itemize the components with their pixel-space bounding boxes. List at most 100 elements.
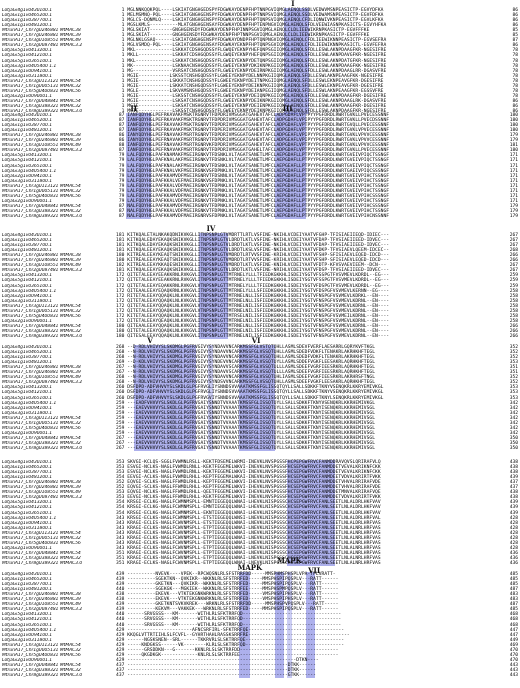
sequence-end-position: 266 (509, 253, 518, 259)
sequence-id: MtrunA17_Chr2g0087481 MtMAC3.2 (2, 495, 83, 501)
sequence-residues: 181 KITKQALEEAYEKAQKSNIKVKGLLITNPSNPLGTV… (116, 248, 390, 254)
sequence-end-position: 487 (509, 587, 518, 593)
sequence-id: LotjaGi3g1v0311800.1 (2, 525, 53, 531)
alignment-row: LotjaGi2g1v0090001.1 172 QITETALEEAYQEAQK… (0, 319, 520, 325)
sequence-end-position: 439 (509, 475, 518, 481)
alignment-row: MtrunA17_Chr3g0108551 MtMAC49 182 KITREAL… (0, 263, 520, 269)
sequence-residues: 268 --N-RDLVHIVYSLSKDMGLPGFRVGIVYSYNDAVV… (116, 350, 376, 356)
sequence-end-position: 428 (509, 525, 518, 531)
sequence-residues: 439 ----------NVEVK----VPEK--RPCWQSNLRLS… (116, 572, 336, 577)
sequence-end-position: 438 (509, 460, 518, 465)
sequence-end-position: 78 (512, 63, 518, 69)
alignment-row: MtrunA17_Chr7g0048841 MtMAC54 1 MGIE----… (0, 99, 520, 105)
alignment-row: MtrunA17_Chr7g0246881 MtMAC38 180 KITREAL… (0, 253, 520, 259)
conserved-motif-highlight (238, 345, 276, 452)
sequence-end-position: 428 (509, 530, 518, 536)
sequence-residues: 352 EQVGI-SCLKS-NAGLFFWMDLRHLL-KEPTFEGEM… (116, 480, 381, 486)
sequence-end-position: 266 (509, 334, 518, 339)
sequence-residues: 438 ----------EKEVK---VTKTEKGNKWRKNLRLSF… (116, 597, 339, 603)
conserved-motif-highlight (126, 113, 152, 220)
alignment-row: MtrunA17_Chr2g0087481 MtMAC3.2 439 ------… (0, 607, 520, 613)
sequence-id: LotjaGi3g1v0405400 1.1 (2, 400, 57, 406)
alignment-row: LotjaGi5g1v0412100.1 1 MKLL------------L… (0, 53, 520, 59)
sequence-id: MtrunA17_Chr1g0005131 MtMAC32 (2, 647, 81, 653)
sequence-residues: 1 MKL-------------LSKKATCNSHGQDSSYFLGWEE… (116, 58, 387, 64)
alignment-row: MtrunA17_Chr7g0246881 MtMAC38 267 --N-RDL… (0, 365, 520, 371)
alignment-row: LotjaGi3g1v0311800.1 429 ------NGSKSNEN--… (0, 638, 520, 644)
sequence-end-position: 342 (509, 415, 518, 421)
sequence-residues: 268 --N-RDLVHIVYSLSKDMGLPGFRVGIVYSYNDSVV… (116, 380, 376, 386)
alignment-row: LotjaGi2g1v0094100.1 259 ---EAEVVHVVYSLSK… (0, 406, 520, 412)
motif-label-vi: VI (251, 336, 261, 345)
alignment-row: LotjaGi1g1v0481200.1 87 IANFQDYHGLPEFRKA… (0, 128, 520, 134)
sequence-residues: 1 MGIE-----------LSKSSTCNSHGQDSSYFLGWEEY… (116, 73, 384, 79)
motif-label-i: I (291, 0, 295, 8)
sequence-residues: 351 KRAGI-ECLKS-NAGLFCWVNMSPLL-ETPTIEGEQ… (116, 550, 381, 556)
alignment-row: MtrunA17_Chr7g0048841 MtMAC54 180 QITEAAL… (0, 324, 520, 330)
sequence-end-position: 447 (509, 627, 518, 633)
sequence-id: LotjaGi1g1v0465200.1 (2, 350, 53, 356)
sequence-id: LotjaGi2g1v0094100.1 (2, 293, 53, 299)
sequence-residues: 440 ------SRVGSSS---KM-------WITHLRLSFKT… (116, 622, 342, 628)
sequence-id: LotjaGi4g1v0430100.1 (2, 460, 53, 465)
sequence-end-position: 468 (509, 612, 518, 618)
alignment-row: MtrunA17_Chr7g0246881 MtMAC39 86 IANYQDY… (0, 138, 520, 144)
sequence-residues: 354 KRSGI-ECLKG-NAGLFCWMNMSPLL-EKNTIEGEQ… (116, 510, 381, 516)
sequence-residues: 429 ------NGSKSNEN--SRL------TKKRVRLSLSK… (116, 637, 345, 643)
sequence-id: LotjaGi5g1v0365100.1 (2, 622, 53, 628)
sequence-residues: 1 MG--------------VSRSATCNSHGQDSSYFLGWEE… (116, 68, 387, 74)
sequence-residues: 269 --D-KDLVHIVYSLSKDMGLPGFRVGIVYSYNDEVV… (116, 360, 376, 366)
alignment-row: MtrunA17_Chr7g0246881 MtMAC39 1 MGLSKIAT… (0, 33, 520, 39)
sequence-end-position: 485 (509, 577, 518, 583)
alignment-row: LotjaGi3g1v0311800.1 79 LALFQDYHGLPAFKKA… (0, 179, 520, 185)
sequence-end-position: 342 (509, 400, 518, 406)
sequence-residues: 351 KRAGI-ECLKS-NAGLFCWVNMSPLL-ETPTIEGEQ… (116, 561, 381, 566)
sequence-residues: 1 MGLSKIAT--------GNGHGENSDYFDGWKAYDENPF… (116, 33, 370, 39)
alignment-row: MtrunA17_Chr3g0108551 MtMAC49 439 -------… (0, 602, 520, 608)
motif-label-mapk1: MAPK (237, 563, 263, 572)
sequence-id: LotjaGi5g1v0412100.1 (2, 278, 53, 284)
sequence-id: MtrunA17_Chr8g0389321 MtMAC3.0 (2, 214, 83, 219)
sequence-id: LotjaGi4g1v0430100.1 (2, 345, 53, 350)
sequence-end-position: 259 (509, 278, 518, 284)
sequence-id: LotjaGi4g1v0430100.1 (2, 233, 53, 238)
sequence-end-position: 485 (509, 607, 518, 613)
sequence-end-position: 436 (509, 550, 518, 556)
sequence-end-position: 439 (509, 510, 518, 516)
sequence-id: LotjaGi4g1v0430100.1 (2, 572, 53, 577)
sequence-residues: 180 QITETALEEAYQQAQKLNLKVKGVLITNPSNPLGTT… (116, 328, 390, 334)
alignment-row: LotjaGi3g1v0311800.1 172 QITETALEEAYQQAQK… (0, 299, 520, 305)
alignment-row: LotjaGi5g1v0412100.1 260 DSFDPD-ADFVHVVYS… (0, 390, 520, 396)
alignment-row: LotjaGi3g1v0405400 1.1 1 MK-------------… (0, 64, 520, 70)
sequence-residues: 429 -----------------------AFNCSRFIRL-SF… (116, 627, 345, 633)
sequence-end-position: 352 (509, 375, 518, 381)
alignment-row: LotjaGi5g1v0365100.1 354 KRSGI-ECLKG-NAGL… (0, 511, 520, 517)
sequence-id: LotjaGi4g1v0430100.1 (2, 113, 53, 118)
sequence-end-position: 342 (509, 425, 518, 431)
sequence-end-position: 86 (512, 8, 518, 13)
sequence-end-position: 428 (509, 545, 518, 551)
sequence-residues: 260 DSFDPD-ADFVHVVYSLSKDLGLPGFRVGVIYSNND… (116, 395, 384, 401)
sequence-residues: 1 MGLCS-DQNMLQ----LSKIATGNGHGENSPYFDGWKA… (116, 18, 384, 24)
alignment-row: LotjaGi5g1v0412100.1 79 LALFQDYHGLPAFKNA… (0, 158, 520, 164)
sequence-id: MtrunA17_Chr7g0246881 MtMAC39 (2, 370, 81, 376)
sequence-residues: 353 ESVGI-NCLKS-NAGLFVWMDLRNLL-KEKTFEGEM… (116, 470, 381, 476)
sequence-end-position: 171 (509, 173, 518, 179)
sequence-residues: 79 LALFQDYHGLPAFKKALVDFMAEIRGNKVTFDPNKLV… (116, 188, 390, 194)
sequence-end-position: 258 (509, 303, 518, 309)
sequence-residues: 437 ------------------------------------… (116, 662, 316, 668)
conserved-motif-highlight (286, 460, 335, 567)
sequence-id: MtrunA17_Chr7g0048841 MtMAC54 (2, 203, 81, 209)
sequence-id: MtrunA17_Chr2g0087481 MtMAC3.2 (2, 148, 83, 154)
sequence-residues: 259 ---EAEVVHVVYSLSKDLGLPGFRVGAIYSNNDTVV… (116, 425, 376, 431)
sequence-id: LotjaGi2g1v0090001.1 (2, 93, 53, 99)
alignment-row: LotjaGi3g1v0405400 1.1 429 --------------… (0, 628, 520, 634)
sequence-id: MtrunA17_Chr7g0048841 MtMAC54 (2, 98, 81, 104)
sequence-residues: 268 --D-RDLVHIVYSLSKDMGLPGFRVGIVYSYNDAVV… (116, 345, 376, 350)
alignment-row: LotjaGi1g1v0465200.1 439 ----------SGEKTK… (0, 577, 520, 583)
alignment-row: LotjaGi5g1v0365100.1 260 DSFDPD-ADFVHVVYS… (0, 396, 520, 402)
sequence-residues: 268 --N-RDLVHIVYSLSKDMGLPGFRVGIVYSYNDAVV… (116, 375, 376, 381)
alignment-row: MtrunA17_Chr1g0005131 MtMAC32 172 QITETAL… (0, 309, 520, 315)
sequence-id: LotjaGi5g1v0365100.1 (2, 395, 53, 401)
sequence-end-position: 78 (512, 88, 518, 94)
